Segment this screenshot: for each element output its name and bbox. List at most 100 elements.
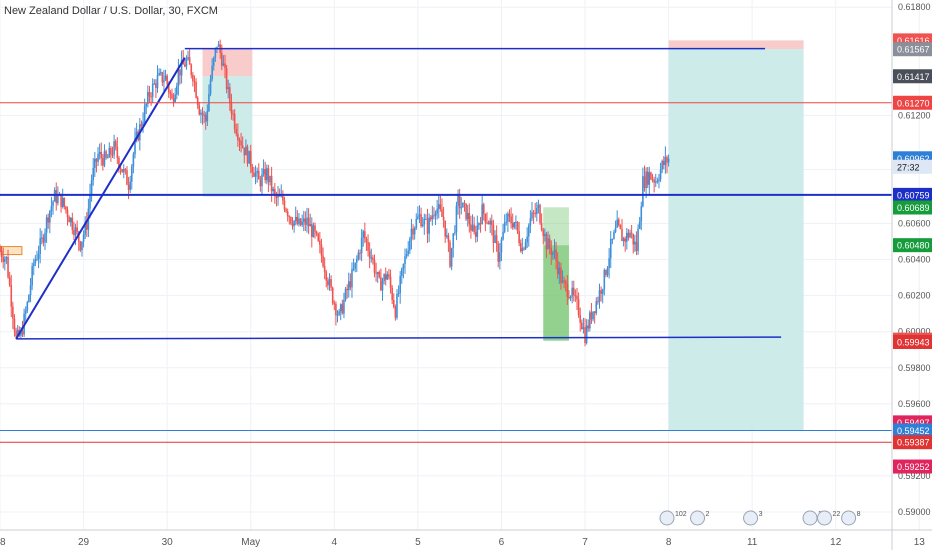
candle-body	[640, 206, 643, 222]
price-level-label: 0.61567	[897, 45, 930, 55]
price-level-label: 27:32	[897, 162, 920, 172]
candle-body	[364, 231, 366, 239]
price-tick-label: 0.60000	[898, 327, 931, 337]
candle-body	[200, 112, 202, 115]
candle-body	[537, 204, 540, 209]
candle-body	[579, 315, 582, 323]
candle-body	[36, 258, 38, 260]
candle-body	[50, 206, 53, 211]
candle-body	[196, 97, 199, 106]
candle-body	[158, 73, 160, 76]
candle-body	[257, 170, 260, 180]
price-tick-label: 0.59200	[898, 471, 931, 481]
candle-body	[346, 288, 348, 291]
price-tick-label: 0.61800	[898, 2, 931, 12]
candle-body	[611, 238, 614, 240]
candle-body	[2, 256, 5, 262]
candle-body	[474, 232, 477, 237]
candle-body	[90, 179, 93, 195]
candle-body	[227, 87, 230, 90]
candle-body	[526, 236, 528, 243]
drawings[interactable]	[0, 47, 892, 443]
candle-body	[20, 330, 22, 336]
candle-body	[360, 237, 363, 254]
candle-body	[267, 168, 270, 183]
candle-body	[49, 210, 51, 223]
candle-body	[249, 150, 252, 167]
candle-body	[351, 269, 353, 288]
date-tick-label: 4	[332, 537, 338, 548]
candle-body	[646, 171, 649, 185]
event-count-label: 22	[832, 511, 840, 518]
economic-event-icon	[816, 510, 832, 526]
candle-body	[259, 179, 262, 187]
support-trendline	[15, 57, 186, 340]
candle-body	[380, 277, 382, 291]
candle-body	[15, 330, 17, 337]
candle-body	[26, 302, 29, 311]
candle-body	[544, 233, 546, 237]
candle-body	[539, 204, 541, 223]
candle-body	[327, 280, 329, 286]
event-badges[interactable]: 1022311228	[659, 510, 861, 526]
price-level-label: 0.61616	[897, 36, 930, 46]
candle-body	[617, 219, 620, 225]
candle-body	[290, 217, 292, 224]
candle-body	[550, 248, 553, 255]
candle-body	[507, 213, 509, 222]
candle-body	[5, 257, 8, 259]
candle-body	[365, 238, 368, 242]
candle-body	[497, 243, 500, 262]
candle-body	[391, 287, 393, 300]
candle-body	[590, 312, 593, 320]
candle-body	[616, 219, 618, 228]
candle-body	[601, 289, 604, 294]
candle-body	[323, 266, 326, 273]
candle-body	[471, 224, 474, 231]
candle-body	[661, 160, 663, 170]
candle-body	[486, 222, 488, 224]
candle-body	[658, 179, 660, 182]
candle-body	[224, 63, 226, 69]
candle-body	[148, 92, 151, 97]
candle-body	[547, 238, 549, 250]
candle-body	[89, 194, 91, 209]
candle-body	[412, 228, 414, 235]
candle-body	[122, 169, 125, 173]
candle-body	[294, 216, 297, 221]
candle-body	[212, 57, 215, 66]
candle-body	[656, 181, 659, 183]
candle-body	[230, 102, 233, 114]
candle-body	[39, 238, 41, 254]
candle-body	[163, 80, 165, 83]
candle-body	[449, 242, 451, 267]
candle-body	[381, 280, 384, 291]
candle-body	[270, 175, 273, 192]
candle-body	[206, 110, 209, 122]
candle-body	[57, 195, 59, 204]
economic-event-icon	[743, 510, 759, 526]
candle-body	[124, 169, 127, 171]
candle-body	[195, 81, 197, 98]
candle-body	[508, 213, 511, 217]
candle-body	[447, 235, 450, 243]
price-level-label: 0.59252	[897, 462, 930, 472]
candle-body	[269, 175, 271, 183]
candle-body	[659, 169, 662, 180]
date-tick-label: 28	[0, 537, 6, 548]
candle-body	[343, 299, 345, 314]
candle-body	[204, 114, 207, 122]
candle-body	[518, 231, 520, 244]
candle-body	[417, 216, 419, 219]
position-zones[interactable]	[0, 40, 804, 431]
candle-body	[521, 248, 524, 252]
price-level-badge	[893, 435, 932, 450]
chart-title: New Zealand Dollar / U.S. Dollar, 30, FX…	[4, 5, 218, 17]
candle-body	[288, 216, 291, 218]
candle-body	[581, 322, 583, 329]
candle-body	[55, 190, 58, 204]
candle-body	[396, 293, 398, 318]
candle-body	[179, 69, 181, 76]
